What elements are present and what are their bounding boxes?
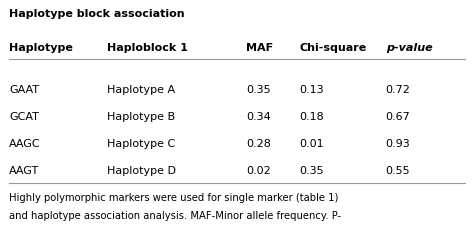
Text: Haplotype B: Haplotype B	[107, 111, 175, 121]
Text: 0.01: 0.01	[300, 138, 324, 148]
Text: AAGC: AAGC	[9, 138, 41, 148]
Text: Chi-square: Chi-square	[300, 43, 367, 53]
Text: p-value: p-value	[386, 43, 432, 53]
Text: Highly polymorphic markers were used for single marker (table 1): Highly polymorphic markers were used for…	[9, 192, 339, 202]
Text: Haplotype C: Haplotype C	[107, 138, 175, 148]
Text: Haplotype D: Haplotype D	[107, 165, 176, 175]
Text: and haplotype association analysis. MAF-Minor allele frequency. P-: and haplotype association analysis. MAF-…	[9, 210, 341, 220]
Text: 0.72: 0.72	[386, 84, 410, 94]
Text: Haplotype A: Haplotype A	[107, 84, 175, 94]
Text: 0.93: 0.93	[386, 138, 410, 148]
Text: 0.55: 0.55	[386, 165, 410, 175]
Text: 0.34: 0.34	[246, 111, 271, 121]
Text: GCAT: GCAT	[9, 111, 39, 121]
Text: 0.35: 0.35	[246, 84, 271, 94]
Text: GAAT: GAAT	[9, 84, 39, 94]
Text: 0.02: 0.02	[246, 165, 271, 175]
Text: Haploblock 1: Haploblock 1	[107, 43, 188, 53]
Text: Haplotype block association: Haplotype block association	[9, 9, 185, 19]
Text: 0.28: 0.28	[246, 138, 271, 148]
Text: Haplotype: Haplotype	[9, 43, 73, 53]
Text: MAF: MAF	[246, 43, 273, 53]
Text: 0.18: 0.18	[300, 111, 325, 121]
Text: 0.13: 0.13	[300, 84, 324, 94]
Text: 0.35: 0.35	[300, 165, 324, 175]
Text: AAGT: AAGT	[9, 165, 40, 175]
Text: 0.67: 0.67	[386, 111, 410, 121]
